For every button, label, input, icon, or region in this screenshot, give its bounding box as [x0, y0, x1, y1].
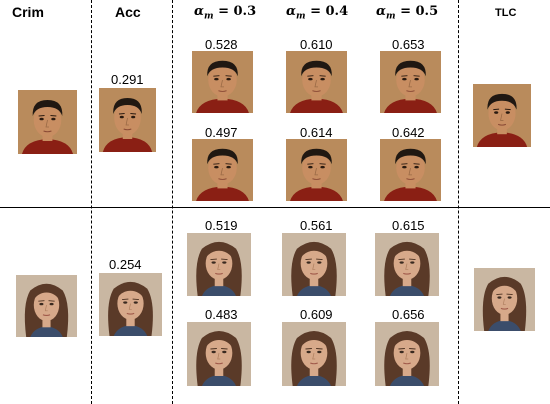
acc-face-male: [99, 88, 156, 152]
crim-face-female: [16, 275, 77, 337]
header-tlc: TLC: [495, 7, 517, 19]
header-alpha-0-4: αm = 0.4: [286, 4, 348, 22]
score-male-a05-bottom: 0.642: [392, 125, 425, 140]
alpha-value: = 0.3: [218, 4, 257, 19]
face-female-a04-bottom: [282, 322, 346, 386]
header-alpha-0-3: αm = 0.3: [194, 4, 256, 22]
acc-face-female: [99, 273, 162, 336]
alpha-subscript: m: [204, 11, 214, 22]
score-female-a03-bottom: 0.483: [205, 307, 238, 322]
score-female-a05-bottom: 0.656: [392, 307, 425, 322]
alpha-subscript: m: [296, 11, 306, 22]
face-male-a03-bottom: [192, 139, 253, 201]
face-female-a05-bottom: [375, 322, 439, 386]
face-male-a05-bottom: [380, 139, 441, 201]
face-female-a04-top: [282, 233, 346, 296]
alpha-subscript: m: [386, 11, 396, 22]
score-female-a05-top: 0.615: [392, 218, 425, 233]
acc-score-male: 0.291: [111, 72, 144, 87]
score-female-a04-top: 0.561: [300, 218, 333, 233]
score-female-a03-top: 0.519: [205, 218, 238, 233]
alpha-symbol: α: [286, 4, 297, 19]
header-crim: Crim: [12, 4, 44, 20]
tlc-face-female: [474, 268, 535, 331]
divider-crim-acc: [91, 0, 92, 404]
face-male-a03-top: [192, 51, 253, 113]
face-male-a05-top: [380, 51, 441, 113]
score-male-a03-bottom: 0.497: [205, 125, 238, 140]
alpha-value: = 0.5: [400, 4, 439, 19]
tlc-face-male: [473, 84, 531, 147]
divider-alpha-tlc: [458, 0, 459, 404]
face-female-a05-top: [375, 233, 439, 296]
score-male-a04-top: 0.610: [300, 37, 333, 52]
acc-score-female: 0.254: [109, 257, 142, 272]
alpha-symbol: α: [194, 4, 205, 19]
alpha-symbol: α: [376, 4, 387, 19]
score-female-a04-bottom: 0.609: [300, 307, 333, 322]
face-female-a03-top: [187, 233, 251, 296]
alpha-value: = 0.4: [310, 4, 349, 19]
score-male-a04-bottom: 0.614: [300, 125, 333, 140]
score-male-a05-top: 0.653: [392, 37, 425, 52]
crim-face-male: [18, 90, 77, 154]
header-alpha-0-5: αm = 0.5: [376, 4, 438, 22]
row-divider: [0, 207, 550, 208]
face-female-a03-bottom: [187, 322, 251, 386]
divider-acc-alpha: [172, 0, 173, 404]
face-male-a04-top: [286, 51, 347, 113]
face-male-a04-bottom: [286, 139, 347, 201]
score-male-a03-top: 0.528: [205, 37, 238, 52]
header-acc: Acc: [115, 4, 141, 20]
